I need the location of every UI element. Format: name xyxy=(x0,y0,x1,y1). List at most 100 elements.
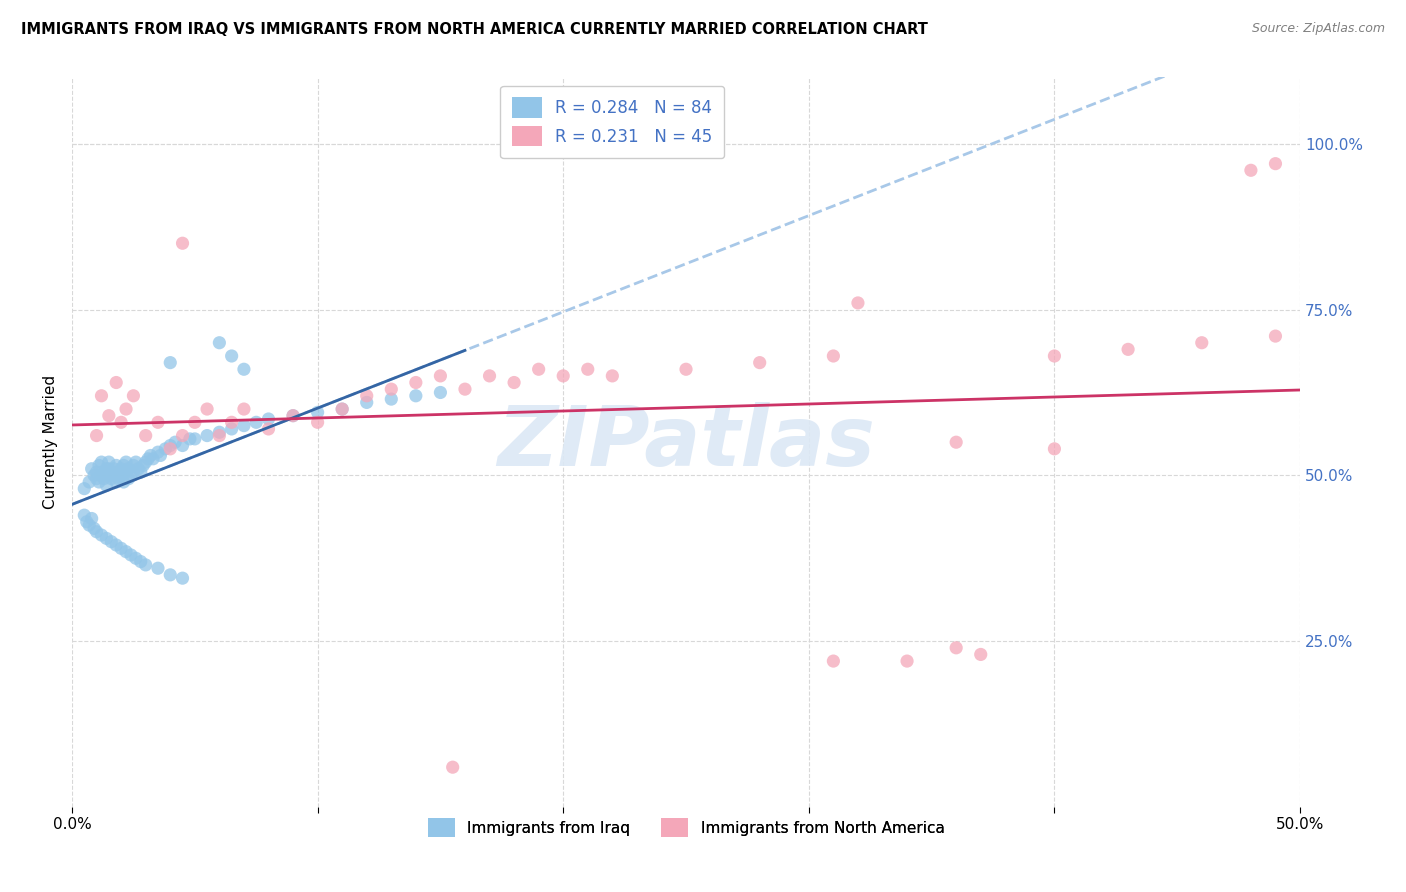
Point xyxy=(232,418,254,433)
Point xyxy=(96,461,118,475)
Point xyxy=(146,561,169,575)
Point xyxy=(179,432,201,446)
Point xyxy=(380,392,402,406)
Point xyxy=(970,648,993,662)
Point xyxy=(208,428,231,442)
Point xyxy=(110,541,132,556)
Point xyxy=(257,422,280,436)
Point xyxy=(553,368,575,383)
Point xyxy=(129,465,152,479)
Point xyxy=(96,478,118,492)
Point xyxy=(97,461,120,475)
Point xyxy=(115,465,138,479)
Point xyxy=(527,362,550,376)
Point xyxy=(125,551,148,566)
Point xyxy=(93,465,115,479)
Text: ZIPatlas: ZIPatlas xyxy=(498,401,875,483)
Legend: Immigrants from Iraq, Immigrants from North America: Immigrants from Iraq, Immigrants from No… xyxy=(422,813,950,843)
Point xyxy=(307,415,329,429)
Point xyxy=(846,296,869,310)
Point xyxy=(77,475,100,489)
Point xyxy=(184,415,207,429)
Point xyxy=(86,428,108,442)
Point xyxy=(232,362,254,376)
Point xyxy=(159,567,181,582)
Point xyxy=(83,521,105,535)
Point xyxy=(172,438,194,452)
Point xyxy=(503,376,526,390)
Point xyxy=(117,472,139,486)
Point xyxy=(97,468,120,483)
Point xyxy=(86,465,108,479)
Text: IMMIGRANTS FROM IRAQ VS IMMIGRANTS FROM NORTH AMERICA CURRENTLY MARRIED CORRELAT: IMMIGRANTS FROM IRAQ VS IMMIGRANTS FROM … xyxy=(21,22,928,37)
Text: Source: ZipAtlas.com: Source: ZipAtlas.com xyxy=(1251,22,1385,36)
Point xyxy=(441,760,464,774)
Point xyxy=(73,508,96,523)
Point xyxy=(105,458,128,473)
Point xyxy=(172,236,194,251)
Point xyxy=(80,461,103,475)
Point xyxy=(100,534,122,549)
Point xyxy=(105,475,128,489)
Point xyxy=(122,458,145,473)
Point xyxy=(80,511,103,525)
Point xyxy=(195,402,218,417)
Point xyxy=(135,428,157,442)
Point xyxy=(105,538,128,552)
Point xyxy=(1264,156,1286,170)
Point xyxy=(675,362,697,376)
Point xyxy=(945,640,967,655)
Point xyxy=(110,461,132,475)
Point xyxy=(1191,335,1213,350)
Point xyxy=(97,455,120,469)
Point xyxy=(77,518,100,533)
Point xyxy=(356,395,378,409)
Point xyxy=(96,532,118,546)
Point xyxy=(76,515,98,529)
Point xyxy=(73,482,96,496)
Point xyxy=(208,425,231,440)
Point xyxy=(87,475,110,489)
Point xyxy=(307,405,329,419)
Point xyxy=(127,461,149,475)
Point xyxy=(257,412,280,426)
Point xyxy=(115,402,138,417)
Point xyxy=(142,451,165,466)
Point xyxy=(115,455,138,469)
Point xyxy=(90,468,112,483)
Point xyxy=(823,349,845,363)
Point xyxy=(110,415,132,429)
Point xyxy=(896,654,918,668)
Point xyxy=(112,458,135,473)
Point xyxy=(117,461,139,475)
Point xyxy=(86,524,108,539)
Point xyxy=(195,428,218,442)
Point xyxy=(135,558,157,572)
Point xyxy=(115,544,138,558)
Point xyxy=(184,432,207,446)
Point xyxy=(1043,349,1066,363)
Point xyxy=(136,451,159,466)
Point xyxy=(823,654,845,668)
Point xyxy=(146,445,169,459)
Point xyxy=(208,335,231,350)
Point xyxy=(122,389,145,403)
Point xyxy=(107,472,129,486)
Point xyxy=(429,385,451,400)
Point xyxy=(97,409,120,423)
Point xyxy=(576,362,599,376)
Point xyxy=(221,349,243,363)
Point xyxy=(125,455,148,469)
Point xyxy=(83,468,105,483)
Point xyxy=(149,449,172,463)
Point xyxy=(90,455,112,469)
Point xyxy=(405,376,427,390)
Point xyxy=(112,475,135,489)
Point xyxy=(454,382,477,396)
Point xyxy=(107,465,129,479)
Point xyxy=(120,468,142,483)
Point xyxy=(330,402,353,417)
Point xyxy=(129,555,152,569)
Point xyxy=(330,402,353,417)
Point xyxy=(602,368,624,383)
